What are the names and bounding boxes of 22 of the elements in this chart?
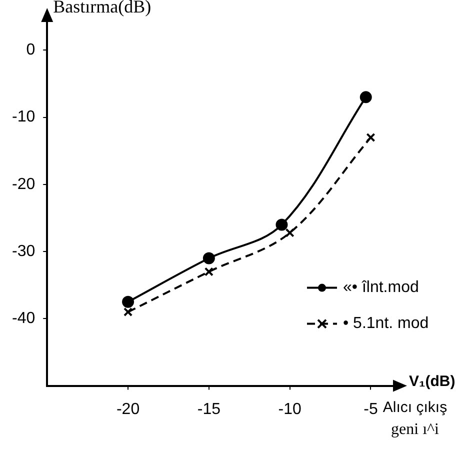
y-tick-label: -10 [12,108,36,126]
text: Alıcı çıkış geni ı^i [382,398,448,438]
y-tick-label: -40 [12,310,36,328]
point [204,267,214,276]
point [123,307,133,317]
point [276,218,288,231]
x-axis-title: V₁(dB) [409,372,456,390]
point [122,296,134,308]
y-tick-label: -30 [12,242,36,260]
y-tick-label: -20 [12,176,36,193]
legend-label: • 5.1nt. mod [343,315,429,332]
point [285,228,294,238]
x-tick-label: -5 [364,400,378,418]
legend-label: «• îlnt.mod [343,279,419,296]
x-tick-label: -10 [278,400,302,418]
point [360,91,372,104]
y-tick-label: 0 [26,42,36,59]
point [202,252,215,264]
point [366,132,376,142]
x-tick-label: -20 [116,400,140,418]
x-tick-label: -15 [197,400,221,418]
y-axis-title: Bastırma(dB) [53,0,152,17]
